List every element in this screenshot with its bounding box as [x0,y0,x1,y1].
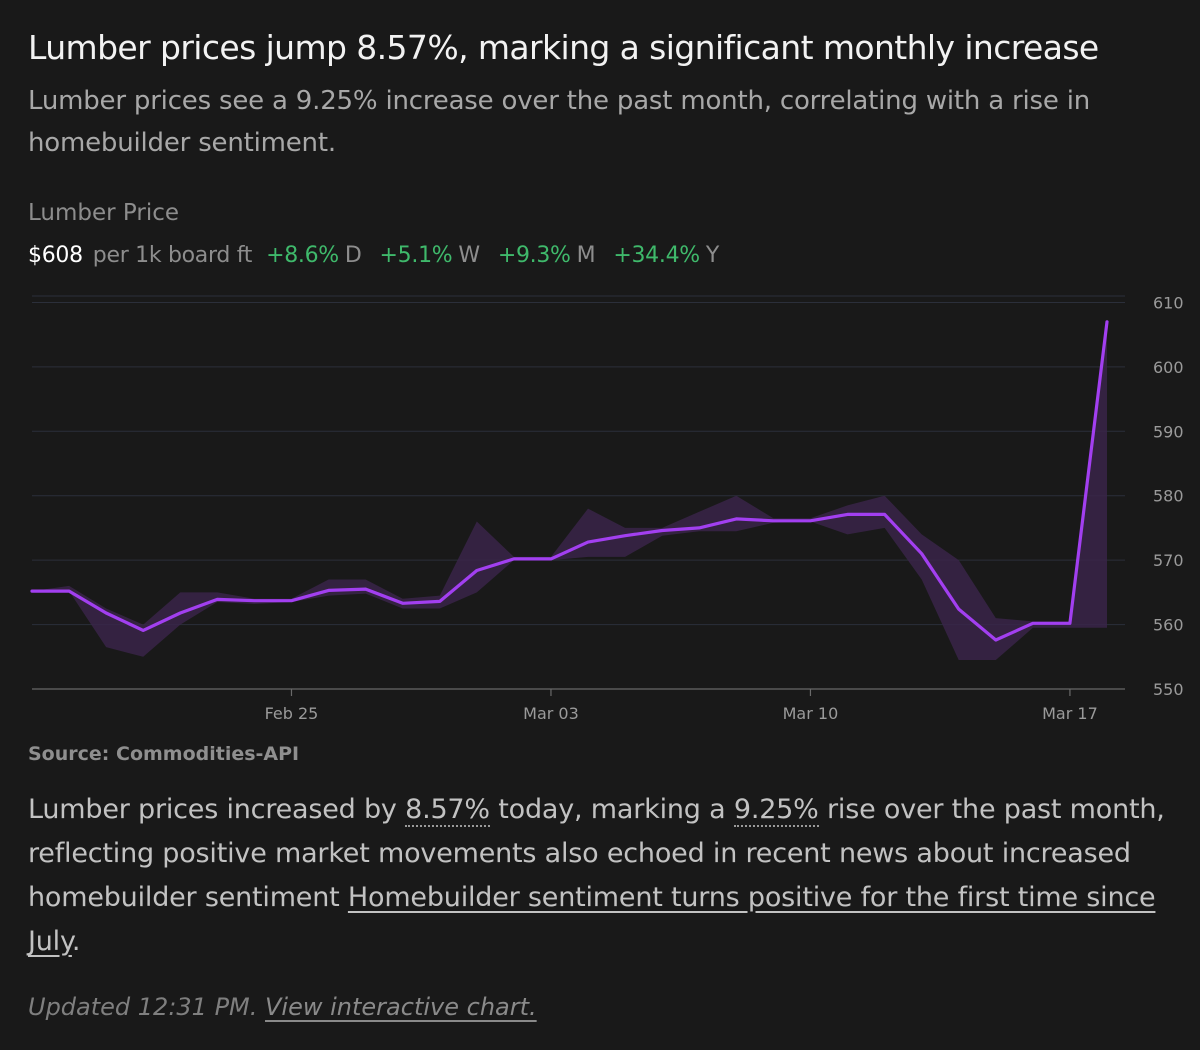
y-tick-label: 560 [1153,616,1184,635]
summary-part-3: rise over the past month, reflecting pos… [28,794,1165,913]
news-link[interactable]: Homebuilder sentiment turns positive for… [28,882,1156,957]
daily-change-highlight[interactable]: 8.57% [405,794,490,827]
data-point [883,513,886,516]
range-band-area [32,321,1107,660]
data-point [67,589,70,592]
y-tick-label: 600 [1153,358,1184,377]
period-month: M [576,243,596,268]
change-month: +9.3% [497,243,571,268]
monthly-change-highlight[interactable]: 9.25% [733,794,819,827]
data-point [624,534,627,537]
data-point [401,602,404,605]
data-point [179,611,182,614]
data-point [327,589,330,592]
data-point [957,608,960,611]
x-tick-label: Mar 17 [1042,704,1098,723]
data-point [438,600,441,603]
data-point [105,611,108,614]
data-point [586,541,589,544]
y-tick-label: 610 [1153,293,1184,312]
y-tick-label: 570 [1153,551,1184,570]
x-tick-label: Feb 25 [265,704,319,723]
y-tick-label: 550 [1153,680,1184,699]
data-point [735,517,738,520]
data-point [290,599,293,602]
period-day: D [344,243,362,268]
data-point [698,526,701,529]
summary-part-1: Lumber prices increased by [28,794,406,825]
data-point [30,589,33,592]
summary-part-4: . [71,926,81,957]
data-point [1031,622,1034,625]
data-point [809,519,812,522]
data-point [512,557,515,560]
y-axis: 550 560 570 580 590 600 610 [1153,293,1184,699]
data-point [216,598,219,601]
price-line-layer [30,320,1109,642]
series-label: Lumber Price [28,200,180,226]
data-point [364,588,367,591]
page-title: Lumber prices jump 8.57%, marking a sign… [28,28,1099,67]
current-price: $608 [28,243,83,268]
period-week: W [458,243,480,268]
summary-text: Lumber prices increased by 8.57% today, … [28,788,1178,964]
summary-part-2: today, marking a [489,794,734,825]
data-point [253,599,256,602]
range-band [32,321,1107,660]
y-tick-label: 590 [1153,422,1184,441]
x-axis: Feb 25 Mar 03 Mar 10 Mar 17 [265,689,1098,723]
updated-time: Updated 12:31 PM. [28,993,266,1021]
x-tick-label: Mar 03 [523,704,579,723]
change-day: +8.6% [266,243,339,268]
page-subtitle: Lumber prices see a 9.25% increase over … [28,86,1091,158]
data-point [920,552,923,555]
data-point [142,629,145,632]
data-point [994,638,997,641]
view-interactive-chart-link[interactable]: View interactive chart. [265,993,537,1021]
data-point [1068,622,1071,625]
data-point [661,529,664,532]
change-week: +5.1% [379,243,453,268]
data-point [549,557,552,560]
price-chart[interactable]: 550 560 570 580 590 600 610 Feb 25 Mar 03 Mar 10… [0,280,1200,730]
y-tick-label: 580 [1153,487,1184,506]
data-point [772,519,775,522]
grid-lines [32,295,1125,690]
source-label: Source: Commodities-API [28,743,300,765]
price-unit: per 1k board ft [92,243,253,268]
x-tick-label: Mar 10 [783,704,839,723]
updated-footer: Updated 12:31 PM. View interactive chart… [28,993,537,1021]
period-year: Y [705,243,720,268]
data-point [475,569,478,572]
data-point [846,513,849,516]
price-stats: $608 per 1k board ft +8.6% D +5.1% W +9.3% M +34… [28,243,737,268]
data-point [1105,320,1108,323]
change-year: +34.4% [613,243,700,268]
price-line [30,320,1109,642]
